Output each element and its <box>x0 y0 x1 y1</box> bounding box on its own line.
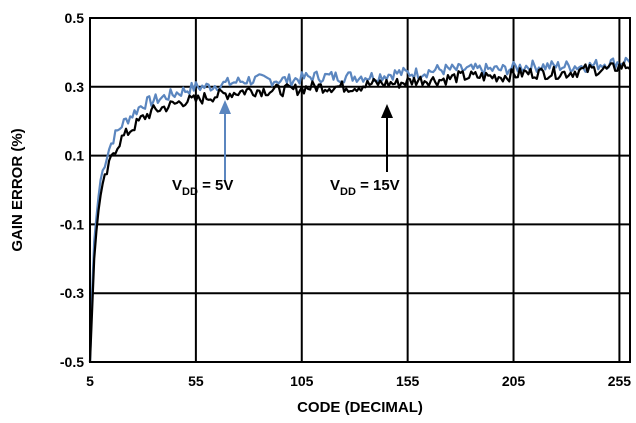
series-lines <box>88 56 631 363</box>
y-tick-label: 0.3 <box>65 79 85 95</box>
x-tick-label: 205 <box>502 373 526 389</box>
x-tick-label: 255 <box>608 373 632 389</box>
x-tick-label: 155 <box>396 373 420 389</box>
x-axis-title: CODE (DECIMAL) <box>297 399 423 416</box>
y-tick-label: -0.3 <box>60 285 84 301</box>
series-line-2 <box>88 61 631 363</box>
y-tick-label: 0.5 <box>65 10 85 26</box>
y-tick-label: 0.1 <box>65 148 85 164</box>
y-tick-label: -0.1 <box>60 216 84 232</box>
annotation-arrow-head <box>219 100 231 114</box>
y-axis-title: GAIN ERROR (%) <box>9 128 26 251</box>
annotations: VDD = 5V VDD = 15V <box>172 100 400 198</box>
y-tick-label: -0.5 <box>60 354 84 370</box>
annotation-arrow-head <box>381 104 393 118</box>
x-tick-label: 105 <box>290 373 314 389</box>
x-tick-label: 5 <box>86 373 94 389</box>
y-tick-labels: -0.5 -0.3 -0.1 0.1 0.3 0.5 <box>60 10 84 370</box>
x-tick-labels: 5 55 105 155 205 255 <box>86 373 631 389</box>
x-tick-label: 55 <box>188 373 204 389</box>
annotation-label: VDD = 15V <box>330 177 400 198</box>
annotation-label: VDD = 5V <box>172 177 233 198</box>
plot-frame <box>89 17 631 363</box>
series-line-1 <box>88 56 631 363</box>
